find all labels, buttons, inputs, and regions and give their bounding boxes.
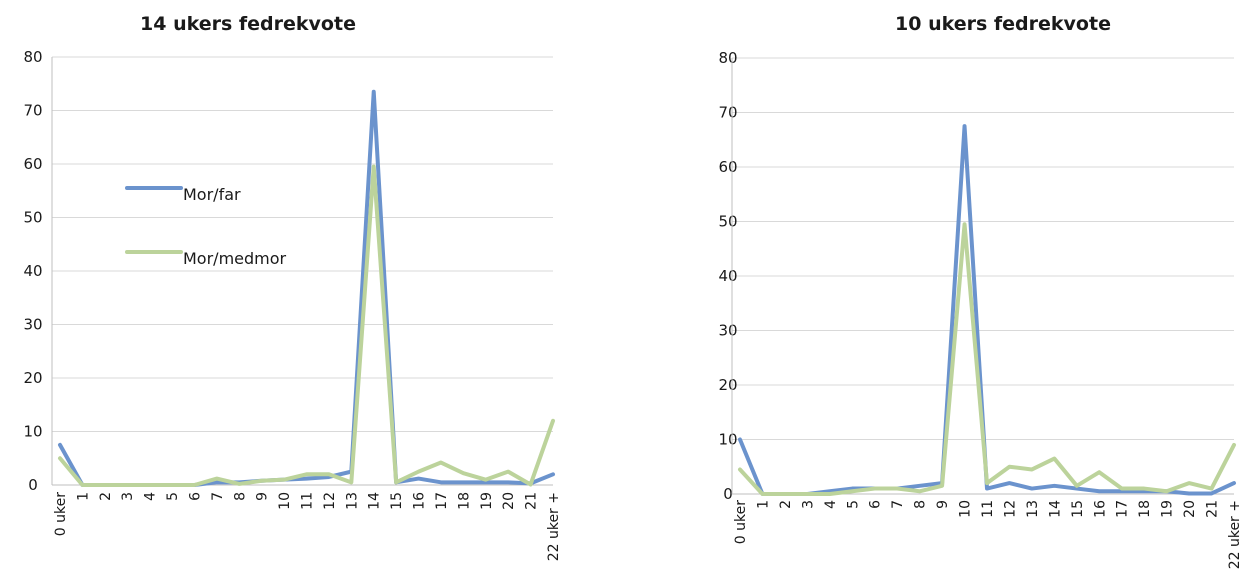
x-tick-label: 4 (143, 492, 159, 501)
x-tick-label: 9 (255, 492, 271, 501)
y-tick-label: 40 (718, 267, 737, 285)
y-tick-label: 20 (23, 369, 42, 387)
x-tick-label: 7 (210, 492, 226, 501)
x-tick-label: 5 (165, 492, 181, 501)
x-tick-label: 4 (823, 500, 839, 509)
x-tick-label: 21 (1205, 500, 1221, 518)
chart-10-ukers-fedrekvote: 10 ukers fedrekvote 0 10 20 30 40 50 60 70 80 0 uk… (620, 0, 1243, 586)
y-tick-label: 80 (23, 48, 42, 66)
legend-label: Mor/medmor (183, 249, 287, 268)
y-tick-label: 30 (718, 322, 737, 340)
y-tick-label: 60 (718, 158, 737, 176)
chart-14-ukers-fedrekvote: 14 ukers fedrekvote 0 10 20 30 40 50 60 70 80 0 uk… (0, 0, 620, 586)
series-line-mor-far (738, 124, 1236, 496)
x-tick-label: 6 (187, 492, 203, 501)
x-tick-label: 12 (1002, 500, 1018, 518)
x-tick-label: 18 (1137, 500, 1153, 518)
x-tick-label: 8 (913, 500, 929, 509)
y-tick-label: 80 (718, 49, 737, 67)
x-tick-label: 17 (1115, 500, 1131, 518)
x-tick-label: 3 (800, 500, 816, 509)
x-tick-label: 1 (75, 492, 91, 501)
x-tick-label: 10 (277, 492, 293, 510)
x-tick-label: 19 (479, 492, 495, 510)
x-tick-label: 2 (778, 500, 794, 509)
x-tick-label: 2 (98, 492, 114, 501)
x-tick-label: 6 (868, 500, 884, 509)
y-tick-label: 50 (23, 209, 42, 227)
chart-title: 14 ukers fedrekvote (140, 13, 356, 35)
x-tick-label: 5 (845, 500, 861, 509)
x-tick-label: 15 (389, 492, 405, 510)
x-tick-label: 20 (1182, 500, 1198, 518)
y-tick-label: 10 (23, 423, 42, 441)
x-tick-label: 1 (755, 500, 771, 509)
x-tick-label: 14 (1047, 500, 1063, 518)
x-tick-label: 22 uker + (1227, 500, 1243, 569)
chart-svg-right: 10 ukers fedrekvote 0 10 20 30 40 50 60 70 80 0 uk… (718, 13, 1243, 569)
y-tick-label: 40 (23, 262, 42, 280)
series-line-mor-medmor (58, 164, 555, 487)
x-tick-label: 7 (890, 500, 906, 509)
series-line-mor-medmor (738, 222, 1236, 496)
y-tick-label: 70 (718, 104, 737, 122)
x-tick-label: 12 (322, 492, 338, 510)
x-tick-label: 16 (412, 492, 428, 510)
x-tick-label: 3 (120, 492, 136, 501)
x-tick-label: 9 (935, 500, 951, 509)
y-tick-label: 10 (718, 431, 737, 449)
y-tick-label: 20 (718, 376, 737, 394)
chart-title: 10 ukers fedrekvote (895, 13, 1111, 35)
y-tick-label: 0 (28, 476, 38, 494)
x-tick-label: 11 (300, 492, 316, 510)
x-tick-label: 14 (367, 492, 383, 510)
y-tick-label: 50 (718, 213, 737, 231)
legend-label: Mor/far (183, 185, 241, 204)
x-tick-label: 20 (501, 492, 517, 510)
x-tick-label: 17 (434, 492, 450, 510)
legend: Mor/far Mor/medmor (125, 185, 287, 268)
y-tick-label: 0 (723, 485, 733, 503)
x-tick-label: 8 (232, 492, 248, 501)
x-tick-label: 16 (1092, 500, 1108, 518)
x-tick-label: 13 (1025, 500, 1041, 518)
x-tick-label: 13 (344, 492, 360, 510)
x-tick-label: 0 uker (53, 492, 69, 536)
y-tick-label: 30 (23, 316, 42, 334)
x-tick-label: 22 uker + (546, 492, 562, 561)
x-tick-label: 18 (456, 492, 472, 510)
x-tick-label: 10 (958, 500, 974, 518)
y-tick-label: 70 (23, 102, 42, 120)
chart-svg-left: 14 ukers fedrekvote 0 10 20 30 40 50 60 70 80 0 uk… (23, 13, 562, 561)
x-tick-label: 21 (524, 492, 540, 510)
series-line-mor-far (58, 89, 555, 487)
y-tick-label: 60 (23, 155, 42, 173)
x-tick-label: 11 (980, 500, 996, 518)
x-tick-label: 19 (1160, 500, 1176, 518)
x-tick-label: 0 uker (733, 500, 749, 544)
x-tick-label: 15 (1070, 500, 1086, 518)
